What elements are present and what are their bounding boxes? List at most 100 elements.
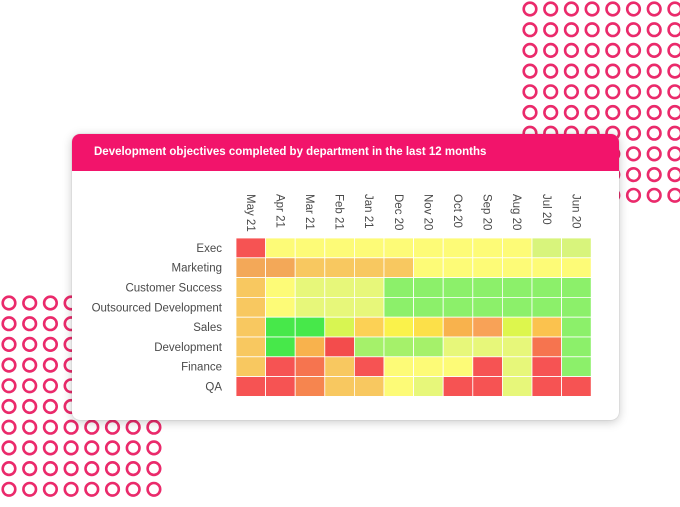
decor-ring — [563, 22, 580, 38]
heatmap-cell — [413, 296, 444, 318]
heatmap-cell — [531, 257, 563, 279]
decor-ring — [125, 440, 141, 456]
heatmap-cell — [561, 356, 592, 378]
heatmap-cell — [353, 296, 385, 318]
decor-ring — [84, 481, 100, 497]
decor-ring — [84, 461, 100, 477]
decor-ring — [625, 42, 642, 59]
heatmap-cell — [235, 277, 267, 298]
heatmap-cell — [353, 336, 385, 358]
decor-ring — [1, 295, 17, 311]
decor-ring — [1, 336, 17, 353]
heatmap-cell — [413, 237, 444, 259]
decor-ring — [522, 63, 538, 79]
heatmap-cell — [442, 296, 474, 318]
decor-ring — [625, 22, 642, 38]
heatmap-cell — [383, 257, 415, 279]
row-label: Development — [154, 342, 223, 354]
decor-ring — [104, 461, 121, 477]
decor-ring — [42, 378, 59, 394]
decor-ring — [667, 22, 680, 38]
decor-ring — [605, 84, 621, 100]
decor-ring — [146, 461, 162, 477]
decor-ring — [584, 104, 600, 121]
heatmap-cell — [501, 356, 533, 378]
decor-ring — [522, 1, 538, 17]
heatmap-cell — [294, 296, 326, 318]
decor-ring — [584, 1, 600, 17]
decor-ring — [543, 22, 559, 38]
heatmap-cell — [472, 316, 503, 338]
decor-ring — [667, 1, 680, 17]
decor-ring — [646, 125, 662, 141]
decor-ring — [646, 84, 662, 100]
heatmap-cell — [324, 356, 355, 378]
heatmap-cell — [383, 376, 415, 397]
column-label: Dec 20 — [392, 194, 404, 230]
decor-ring — [563, 42, 580, 59]
heatmap-cell — [501, 257, 533, 279]
decor-ring — [522, 42, 538, 59]
heatmap-cell — [383, 336, 415, 358]
decor-ring — [584, 63, 600, 79]
column-label: Aug 20 — [510, 194, 522, 230]
decor-ring — [646, 1, 662, 17]
heatmap-cell — [561, 336, 592, 358]
decor-ring — [646, 187, 662, 203]
decor-ring — [1, 316, 17, 332]
heatmap-cell — [235, 356, 267, 378]
column-label: Jan 21 — [362, 194, 374, 229]
decor-ring — [42, 295, 59, 311]
heatmap-cell — [265, 356, 296, 378]
heatmap-cell — [235, 376, 267, 397]
decor-ring — [84, 440, 100, 456]
heatmap-chart: May 21 Apr 21 Mar 21 Feb 21 Jan 21 Dec 20 Nov … — [92, 194, 592, 397]
column-label: Apr 21 — [273, 194, 285, 228]
decor-ring — [584, 22, 600, 38]
column-label: May 21 — [244, 194, 256, 232]
heatmap-cell — [265, 376, 296, 397]
row-label: Exec — [196, 243, 222, 255]
row-label: Finance — [181, 362, 222, 374]
decor-ring — [584, 84, 600, 100]
heatmap-cell — [294, 316, 326, 338]
decor-ring — [84, 419, 100, 435]
decor-ring — [605, 1, 621, 17]
heatmap-cell — [531, 237, 563, 259]
decor-ring — [63, 461, 79, 477]
heatmap-cell — [265, 277, 296, 298]
decor-ring — [646, 63, 662, 79]
decor-ring — [625, 1, 642, 17]
heatmap-cell — [294, 277, 326, 298]
decor-ring — [1, 378, 17, 394]
heatmap-cell — [265, 237, 296, 259]
heatmap-cell — [531, 376, 563, 397]
heatmap-cell — [235, 237, 267, 259]
heatmap-cell — [324, 376, 355, 397]
heatmap-cell — [501, 296, 533, 318]
decor-ring — [667, 167, 680, 183]
heatmap-cell — [265, 257, 296, 279]
row-label: Marketing — [172, 263, 223, 275]
decor-ring — [563, 63, 580, 79]
heatmap-cell — [531, 277, 563, 298]
decor-ring — [42, 461, 59, 477]
heatmap-cell — [383, 316, 415, 338]
heatmap-cell — [561, 316, 592, 338]
decor-ring — [22, 295, 38, 311]
heatmap-cell — [383, 296, 415, 318]
heatmap-cell — [413, 356, 444, 378]
decor-ring — [63, 419, 79, 435]
decor-ring — [42, 481, 59, 497]
decor-ring — [1, 481, 17, 497]
decor-ring — [646, 146, 662, 162]
heatmap-cell — [324, 316, 355, 338]
heatmap-cell — [353, 257, 385, 279]
row-label: Sales — [193, 322, 222, 334]
decor-ring — [1, 398, 17, 415]
heatmap-cell — [413, 376, 444, 397]
heatmap-cell — [353, 356, 385, 378]
decor-ring — [667, 146, 680, 162]
heatmap-cell — [383, 356, 415, 378]
decor-ring — [22, 316, 38, 332]
